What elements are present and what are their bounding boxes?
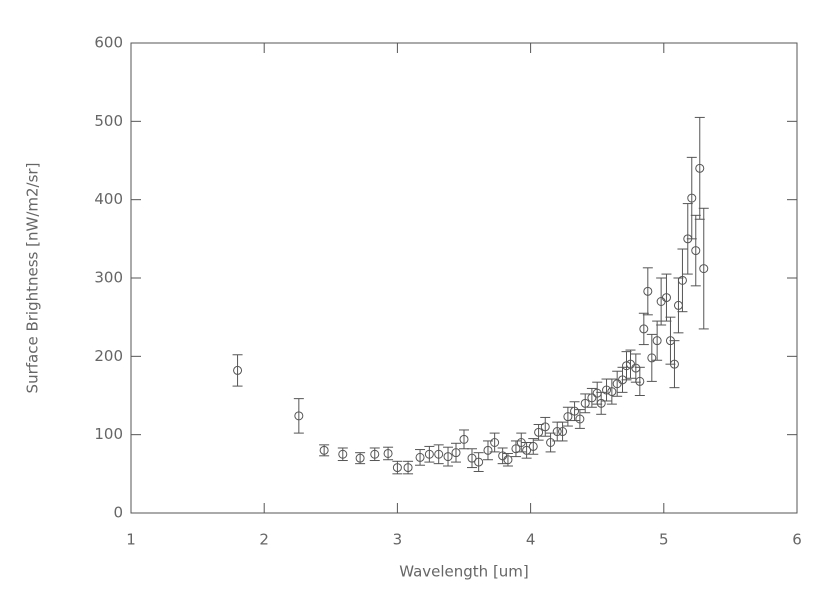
y-tick-label: 100 <box>94 425 123 443</box>
data-point <box>443 452 453 462</box>
data-point <box>370 449 380 459</box>
y-tick-label: 300 <box>94 269 123 287</box>
data-point <box>383 448 393 458</box>
x-tick-label: 3 <box>393 531 403 549</box>
data-point <box>392 463 402 473</box>
data-point <box>570 406 580 416</box>
data-point <box>459 434 469 444</box>
x-tick-label: 4 <box>526 531 536 549</box>
data-point <box>552 427 562 437</box>
data-point <box>647 353 657 363</box>
data-point <box>575 414 585 424</box>
data-point <box>474 457 484 467</box>
data-point <box>483 445 493 455</box>
data-point <box>677 275 687 285</box>
y-tick-label: 200 <box>94 347 123 365</box>
data-point <box>661 293 671 303</box>
data-point <box>596 398 606 408</box>
data-point <box>490 438 500 447</box>
data-point <box>403 463 413 473</box>
data-point <box>639 324 649 334</box>
data-point <box>587 393 597 403</box>
data-point <box>434 449 444 459</box>
x-tick-label: 1 <box>126 531 136 549</box>
data-point <box>415 452 425 462</box>
data-point <box>563 412 573 422</box>
y-tick-label: 0 <box>113 504 123 522</box>
data-point <box>635 376 645 386</box>
x-tick-label: 5 <box>659 531 669 549</box>
data-point <box>669 359 679 369</box>
y-tick-label: 600 <box>94 34 123 52</box>
data-point <box>607 387 617 397</box>
data-point <box>602 385 612 395</box>
y-tick-label: 500 <box>94 112 123 130</box>
x-tick-label: 6 <box>792 531 802 549</box>
data-point <box>652 336 662 346</box>
x-axis-label: Wavelength [um] <box>399 563 529 581</box>
data-point <box>546 438 556 447</box>
data-point <box>451 448 461 458</box>
data-point <box>695 163 705 173</box>
data-point <box>503 455 513 465</box>
data-point <box>294 411 304 421</box>
data-point <box>522 445 532 455</box>
data-point <box>534 427 544 437</box>
data-point <box>558 427 568 437</box>
x-tick-label: 2 <box>259 531 269 549</box>
y-axis-label: Surface Brightness [nW/m2/sr] <box>24 163 42 394</box>
data-point <box>467 453 477 463</box>
data-point <box>691 246 701 256</box>
y-tick-label: 400 <box>94 190 123 208</box>
data-point <box>233 365 243 375</box>
data-point <box>580 398 590 408</box>
data-point <box>511 444 521 454</box>
data-point <box>338 449 348 459</box>
data-point <box>699 264 709 274</box>
data-point <box>424 449 434 459</box>
data-point <box>643 286 653 296</box>
data-point <box>528 441 538 451</box>
data-point <box>355 453 365 463</box>
data-point <box>319 445 329 455</box>
data-point <box>540 422 550 432</box>
data-point <box>687 193 697 203</box>
